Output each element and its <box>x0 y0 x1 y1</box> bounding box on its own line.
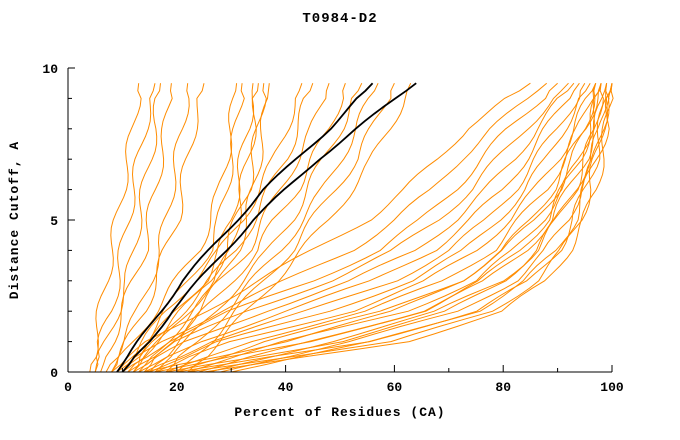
model-13-curve <box>121 83 303 373</box>
highlight-model-2-curve <box>121 82 417 373</box>
model-34-curve <box>209 83 610 373</box>
model-26-curve <box>138 82 580 373</box>
model-42-curve <box>144 83 597 373</box>
model-06-curve <box>111 83 205 373</box>
model-38-curve <box>165 83 604 373</box>
model-22-curve <box>116 82 548 373</box>
highlight-model-1-curve <box>116 82 374 373</box>
model-29-curve <box>154 82 597 373</box>
model-19-curve <box>176 82 395 373</box>
model-36-curve <box>231 83 613 373</box>
model-41-curve <box>203 83 614 373</box>
model-40-curve <box>154 83 602 373</box>
model-37-curve <box>176 83 608 373</box>
model-35-curve <box>220 83 613 373</box>
model-01-curve <box>89 83 142 373</box>
model-12-curve <box>127 83 267 373</box>
model-30-curve <box>165 83 597 373</box>
x-tick-label: 40 <box>278 380 294 395</box>
model-27-curve <box>143 82 586 373</box>
x-tick-label: 100 <box>600 380 624 395</box>
chart-title: T0984-D2 <box>302 11 377 27</box>
x-tick-label: 80 <box>495 380 511 395</box>
model-17-curve <box>154 82 363 373</box>
x-tick-label: 60 <box>387 380 403 395</box>
model-33-curve <box>198 83 608 373</box>
axes: 0 20 40 60 80 100 0 5 10 <box>42 62 624 395</box>
model-23-curve <box>122 82 558 373</box>
model-10-curve <box>132 83 259 373</box>
y-tick-label: 0 <box>50 366 58 381</box>
model-11-curve <box>143 83 270 373</box>
model-16-curve <box>149 83 346 373</box>
y-tick-label: 10 <box>42 62 58 77</box>
model-21-curve <box>111 82 531 373</box>
y-axis-label: Distance Cutoff, A <box>7 141 22 299</box>
series-lines <box>89 82 614 373</box>
model-07-curve <box>111 83 238 373</box>
model-04-curve <box>100 83 173 373</box>
model-15-curve <box>138 83 330 373</box>
x-tick-label: 20 <box>169 380 185 395</box>
x-axis-label: Percent of Residues (CA) <box>234 405 445 420</box>
model-08-curve <box>116 83 245 373</box>
model-39-curve <box>187 83 613 373</box>
model-05-curve <box>105 83 190 373</box>
model-20-curve <box>187 82 412 373</box>
model-03-curve <box>94 83 161 373</box>
model-28-curve <box>149 82 591 373</box>
x-tick-label: 0 <box>64 380 72 395</box>
y-tick-label: 5 <box>50 214 58 229</box>
model-02-curve <box>94 83 156 373</box>
model-14-curve <box>132 83 314 373</box>
model-24-curve <box>127 82 569 373</box>
model-09-curve <box>122 83 255 373</box>
model-18-curve <box>165 82 379 373</box>
model-25-curve <box>133 82 575 373</box>
